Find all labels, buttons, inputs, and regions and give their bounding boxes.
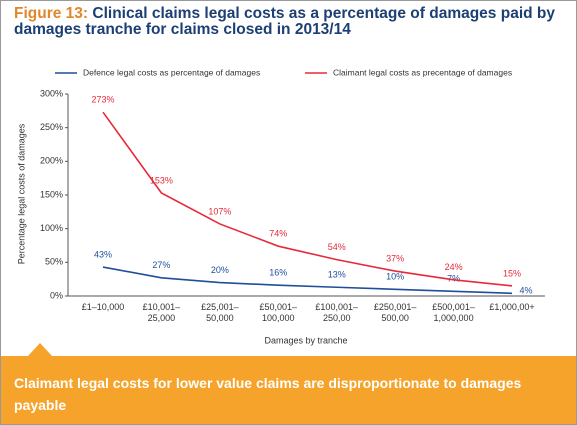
series-line	[102, 266, 513, 295]
y-tick-label: 300%	[40, 88, 63, 98]
data-label: 16%	[269, 268, 287, 278]
data-label: 20%	[211, 265, 229, 275]
data-label: 13%	[328, 270, 346, 280]
x-tick-label: £500,001– 1,000,000	[432, 302, 475, 323]
data-label: 273%	[91, 95, 114, 105]
data-label: 24%	[445, 262, 463, 272]
x-tick-label: £250,001– 500,00	[373, 302, 417, 323]
y-tick-label: 250%	[40, 122, 63, 132]
legend-label: Claimant legal costs as precentage of da…	[333, 67, 512, 77]
y-tick-label: 150%	[40, 189, 63, 199]
legend-label: Defence legal costs as percentage of dam…	[83, 67, 260, 77]
y-tick-label: 200%	[40, 156, 63, 166]
banner-bg	[1, 356, 576, 424]
x-tick-label: £1,000,00+	[489, 302, 535, 312]
data-label: 7%	[447, 274, 460, 284]
figure-label: Figure 13:	[14, 5, 89, 22]
data-label: 37%	[386, 253, 404, 263]
y-tick-label: 100%	[40, 223, 63, 233]
y-tick-label: 50%	[45, 257, 63, 267]
x-tick-label: £25,001– 50,000	[201, 302, 239, 323]
data-label: 10%	[386, 272, 404, 282]
banner-notch	[28, 343, 52, 356]
title-text: Clinical claims legal costs as a percent…	[14, 5, 555, 38]
x-tick-label: £100,001– 250,00	[315, 302, 358, 323]
y-axis-label: Percentage legal costs of damages	[16, 123, 26, 264]
data-label: 107%	[208, 206, 231, 216]
data-label: 74%	[269, 229, 287, 239]
banner-text: Claimant legal costs for lower value cla…	[14, 375, 522, 413]
data-label: 27%	[152, 260, 170, 270]
data-label: 4%	[519, 286, 532, 296]
x-tick-label: £1–10,000	[81, 302, 125, 312]
data-label: 153%	[150, 175, 173, 185]
x-tick-label: £10,001– 25,000	[142, 302, 181, 323]
x-tick-label: £50,001– 100,000	[259, 302, 298, 323]
x-axis-label: Damages by tranche	[264, 335, 347, 345]
data-label: 15%	[503, 268, 521, 278]
chart-title: Figure 13: Clinical claims legal costs a…	[14, 6, 564, 38]
data-label: 43%	[94, 249, 112, 259]
series-line	[102, 111, 513, 287]
data-label: 54%	[328, 242, 346, 252]
y-tick-label: 0%	[50, 290, 63, 300]
